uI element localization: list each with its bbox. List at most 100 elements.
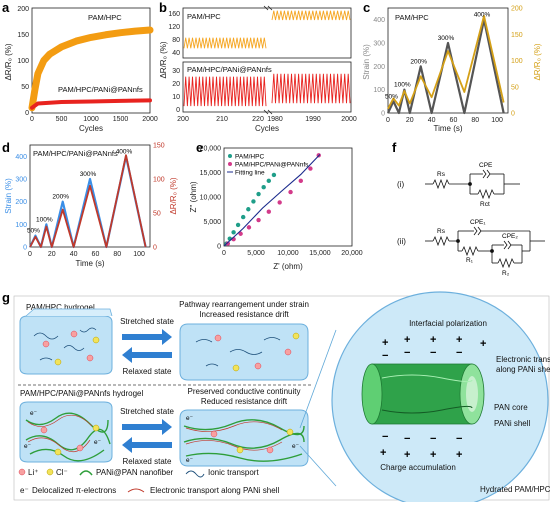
legend-e-0: PAM/HPC: [235, 154, 264, 161]
circuit-i-rct: Rct: [480, 201, 490, 208]
tick-c-plot-yr-0: 0: [511, 111, 515, 118]
annotations-d: 50% 100% 200% 300% 400%: [27, 148, 133, 234]
ylabel-b: ΔR/R₀ (%): [159, 41, 168, 78]
annotation-c-plot-4: 400%: [474, 12, 491, 19]
plot-frame-b-bottom: [182, 61, 352, 113]
plot-frame-e: [223, 147, 353, 247]
svg-text:+: +: [430, 334, 436, 346]
ylabel-c-left: Strain (%): [362, 44, 371, 80]
electron-label-6: e⁻: [292, 443, 300, 450]
tick-b-yb-1: 10: [172, 94, 180, 101]
svg-text:−: −: [456, 433, 462, 445]
plus-signs-top: + + + + + − − − −: [382, 334, 486, 362]
tick-c-plot-yr-1: 50: [511, 84, 519, 91]
electronic-transport-icon: [127, 488, 145, 493]
svg-text:+: +: [404, 449, 410, 461]
plot-area-b: [183, 10, 351, 107]
bottom-caption-2: Reduced resistance drift: [201, 397, 288, 406]
panel-letter-f: f: [392, 140, 397, 155]
panel-a: a 0 500 1000 1500 2000 0 50 100 150 200 …: [2, 0, 158, 133]
tick-d-plot-x-3: 60: [92, 251, 100, 258]
svg-text:+: +: [456, 449, 462, 461]
legend-ionic: Ionic transport: [208, 468, 259, 477]
svg-text:+: +: [480, 338, 486, 350]
tick-b-xl-2: 220: [252, 116, 264, 123]
top-relaxed-label: Relaxed state: [123, 367, 172, 376]
ticks-d: 0 20 40 60 80 100 0 100 200 300 400 0 50 100 150: [15, 143, 164, 259]
legend-marker-e-0: [228, 154, 232, 158]
svg-text:−: −: [404, 347, 410, 359]
tick-e-y-0: 0: [217, 244, 221, 251]
label-b-bottom: PAM/HPC/PANi@PANnfs: [187, 65, 272, 74]
tick-a-y-1: 50: [21, 84, 29, 91]
electron-label-3: e⁻: [24, 443, 32, 450]
circuit-i-rs: Rs: [437, 171, 446, 178]
tick-e-x-3: 15,000: [309, 250, 331, 257]
tick-c-plot-x-2: 40: [428, 117, 436, 124]
tick-c-plot-yl-2: 200: [373, 64, 385, 71]
point-e-0-10: [271, 172, 277, 178]
legend-a-pamhpc: PAM/HPC: [88, 13, 122, 22]
tick-a-y-2: 100: [17, 58, 29, 65]
gel-block-bottom-stretched: e⁻ e⁻ e⁻: [179, 409, 309, 467]
tick-c-plot-x-1: 20: [406, 117, 414, 124]
ylabel-d-left: Strain (%): [4, 178, 13, 214]
arrows-bottom: [122, 419, 172, 453]
legend-electronic: Electronic transport along PANi shell: [150, 486, 279, 495]
electron-label-5: e⁻: [186, 457, 194, 464]
tick-a-y-3: 150: [17, 32, 29, 39]
bottom-caption-1: Preserved conductive continuity: [188, 387, 301, 396]
legend-li: Li⁺: [28, 468, 38, 477]
gel-block-bottom-relaxed: e⁻ e⁻ e⁻: [19, 401, 113, 463]
tick-b-xl-0: 200: [177, 116, 189, 123]
tick-e-y-2: 10,000: [200, 195, 222, 202]
tick-d-plot-yl-3: 300: [15, 177, 27, 184]
point-e-0-7: [256, 191, 261, 197]
series-b-0-right: [271, 10, 351, 21]
plot-frame-c: [387, 7, 509, 114]
svg-text:−: −: [430, 433, 436, 445]
zoom-matrix-label: Hydrated PAM/HPC matrix: [480, 485, 550, 494]
point-e-1-0: [225, 241, 231, 246]
series-c-plot-strain: [387, 18, 505, 115]
series-a-1: [30, 98, 152, 110]
tick-a-x-1: 500: [56, 116, 68, 123]
tick-b-yb-2: 20: [172, 81, 180, 88]
annotation-d-plot-0: 50%: [27, 228, 40, 235]
tick-d-plot-yr-0: 0: [153, 245, 157, 252]
tick-e-y-4: 20,000: [200, 146, 222, 153]
point-e-1-5: [266, 209, 271, 214]
tick-d-plot-x-1: 20: [48, 251, 56, 258]
circuit-ii-r1: R₁: [466, 257, 474, 264]
zoom-lines: [299, 329, 337, 487]
circuit-ii-label: (ii): [397, 237, 406, 246]
point-e-1-6: [277, 200, 282, 205]
tick-c-plot-x-4: 80: [471, 117, 479, 124]
svg-text:−: −: [430, 347, 436, 359]
panel-f: f (i) Rs CPE Rct: [392, 140, 545, 277]
series-c-plot-resistance: [387, 14, 505, 110]
nanofiber-icon: [79, 470, 93, 476]
schematic-legend: Li⁺ Cl⁻ PANi@PAN nanofiber Ionic transpo…: [18, 468, 279, 495]
point-e-1-7: [288, 189, 293, 195]
tick-a-y-0: 0: [25, 110, 29, 117]
plot-area-d: [29, 154, 147, 249]
tick-b-yt-2: 120: [168, 24, 180, 31]
tick-c-plot-x-5: 100: [491, 117, 503, 124]
top-caption-1: Pathway rearrangement under strain: [179, 300, 309, 309]
ylabel-c-right: ΔR/R₀ (%): [533, 43, 542, 80]
point-e-0-5: [246, 207, 251, 212]
circuit-ii-cpe1: CPE₁: [470, 219, 486, 226]
panel-letter-e: e: [196, 140, 203, 155]
zoom-interfacial-label: Interfacial polarization: [409, 319, 487, 328]
ylabel-a: ΔR/R₀ (%): [4, 43, 13, 80]
point-e-0-9: [266, 178, 271, 184]
panel-c: c PAM/HPC Time (s) Strain (%) ΔR/R₀ (%) …: [362, 0, 542, 133]
zoom-electronic-label-2: along PANi shell: [496, 365, 550, 374]
arrows-top: [122, 329, 172, 363]
svg-text:+: +: [382, 337, 388, 349]
annotation-c-plot-2: 200%: [410, 58, 427, 65]
legend-marker-e-1: [228, 162, 232, 166]
minus-signs-bottom: − − − − + + + +: [380, 431, 462, 461]
